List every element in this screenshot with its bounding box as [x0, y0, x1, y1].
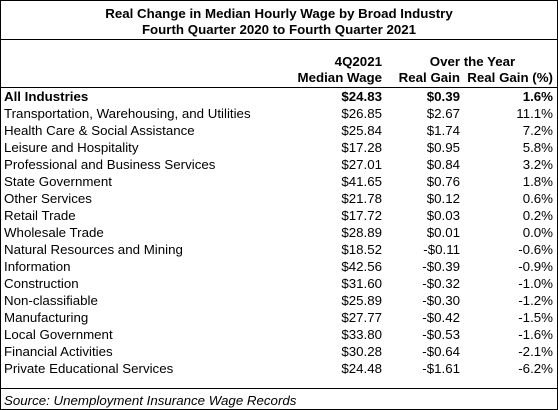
table-row-total: All Industries $24.83 $0.39 1.6% — [1, 88, 557, 105]
real-gain-cell: -$0.32 — [422, 276, 460, 291]
real-gain-cell: $0.39 — [426, 89, 460, 104]
real-gain-pct-cell: 7.2% — [522, 123, 553, 138]
real-gain-cell: -$0.64 — [422, 344, 460, 359]
median-wage-cell: $30.28 — [341, 344, 382, 359]
industry-cell: Natural Resources and Mining — [4, 242, 183, 257]
median-wage-cell: $28.89 — [341, 225, 382, 240]
table-row: Health Care & Social Assistance $25.84 $1.… — [1, 122, 557, 139]
header-real-gain-pct: Real Gain (%) — [467, 70, 553, 85]
table-title: Real Change in Median Hourly Wage by Bro… — [105, 6, 453, 21]
real-gain-pct-cell: -1.5% — [518, 310, 553, 325]
real-gain-pct-cell: -1.2% — [518, 293, 553, 308]
real-gain-cell: $0.12 — [426, 191, 460, 206]
divider-header — [1, 87, 557, 88]
table-subtitle: Fourth Quarter 2020 to Fourth Quarter 20… — [141, 22, 417, 37]
industry-cell: Private Educational Services — [4, 361, 174, 376]
real-gain-pct-cell: -0.6% — [518, 242, 553, 257]
median-wage-cell: $27.01 — [341, 157, 382, 172]
table-row: Non-classifiable $25.89 -$0.30 -1.2% — [1, 292, 557, 309]
table-row: Other Services $21.78 $0.12 0.6% — [1, 190, 557, 207]
industry-cell: State Government — [4, 174, 112, 189]
median-wage-cell: $33.80 — [341, 327, 382, 342]
header-median-wage: Median Wage — [297, 70, 382, 85]
industry-cell: Other Services — [4, 191, 92, 206]
source-note: Source: Unemployment Insurance Wage Reco… — [4, 393, 297, 408]
median-wage-cell: $25.84 — [341, 123, 382, 138]
median-wage-cell: $24.83 — [341, 89, 382, 104]
industry-cell: All Industries — [4, 89, 89, 104]
table-row: Private Educational Services $24.48 -$1.61… — [1, 360, 557, 377]
real-gain-cell: -$1.61 — [422, 361, 460, 376]
real-gain-cell: $0.76 — [426, 174, 460, 189]
industry-cell: Professional and Business Services — [4, 157, 216, 172]
median-wage-cell: $17.72 — [341, 208, 382, 223]
divider-bottom — [1, 388, 557, 389]
real-gain-cell: $0.95 — [426, 140, 460, 155]
median-wage-cell: $17.28 — [341, 140, 382, 155]
real-gain-pct-cell: -2.1% — [518, 344, 553, 359]
real-gain-pct-cell: 1.6% — [522, 89, 553, 104]
header-period: 4Q2021 — [334, 54, 382, 69]
industry-cell: Information — [4, 259, 71, 274]
real-gain-pct-cell: -6.2% — [518, 361, 553, 376]
median-wage-cell: $27.77 — [341, 310, 382, 325]
table-row: Natural Resources and Mining $18.52 -$0.11… — [1, 241, 557, 258]
median-wage-cell: $42.56 — [341, 259, 382, 274]
table-row: Manufacturing $27.77 -$0.42 -1.5% — [1, 309, 557, 326]
real-gain-cell: $0.01 — [426, 225, 460, 240]
table-row: Financial Activities $30.28 -$0.64 -2.1% — [1, 343, 557, 360]
real-gain-pct-cell: 1.8% — [522, 174, 553, 189]
industry-cell: Non-classifiable — [4, 293, 98, 308]
industry-cell: Construction — [4, 276, 79, 291]
table-row: Retail Trade $17.72 $0.03 0.2% — [1, 207, 557, 224]
real-gain-pct-cell: 5.8% — [522, 140, 553, 155]
industry-cell: Transportation, Warehousing, and Utiliti… — [4, 106, 251, 121]
real-gain-cell: -$0.53 — [422, 327, 460, 342]
table-row: Transportation, Warehousing, and Utiliti… — [1, 105, 557, 122]
industry-cell: Local Government — [4, 327, 113, 342]
real-gain-pct-cell: -1.0% — [518, 276, 553, 291]
real-gain-cell: -$0.30 — [422, 293, 460, 308]
industry-cell: Manufacturing — [4, 310, 89, 325]
industry-cell: Financial Activities — [4, 344, 113, 359]
real-gain-cell: $0.03 — [426, 208, 460, 223]
table-row: Leisure and Hospitality $17.28 $0.95 5.8% — [1, 139, 557, 156]
industry-cell: Health Care & Social Assistance — [4, 123, 195, 138]
median-wage-cell: $31.60 — [341, 276, 382, 291]
real-gain-pct-cell: 11.1% — [516, 106, 553, 121]
real-gain-pct-cell: 0.6% — [522, 191, 553, 206]
real-gain-pct-cell: 3.2% — [522, 157, 553, 172]
divider-top — [1, 39, 557, 40]
table-row: Information $42.56 -$0.39 -0.9% — [1, 258, 557, 275]
industry-cell: Wholesale Trade — [4, 225, 104, 240]
real-gain-pct-cell: 0.2% — [522, 208, 553, 223]
industry-cell: Leisure and Hospitality — [4, 140, 139, 155]
table-row: State Government $41.65 $0.76 1.8% — [1, 173, 557, 190]
header-over-the-year: Over the Year — [429, 54, 516, 69]
median-wage-cell: $41.65 — [341, 174, 382, 189]
real-gain-cell: $2.67 — [426, 106, 460, 121]
median-wage-cell: $26.85 — [341, 106, 382, 121]
median-wage-cell: $18.52 — [341, 242, 382, 257]
real-gain-cell: $0.84 — [426, 157, 460, 172]
real-gain-cell: -$0.42 — [422, 310, 460, 325]
table-row: Construction $31.60 -$0.32 -1.0% — [1, 275, 557, 292]
real-gain-pct-cell: 0.0% — [522, 225, 553, 240]
table-row: Wholesale Trade $28.89 $0.01 0.0% — [1, 224, 557, 241]
table-row: Professional and Business Services $27.01… — [1, 156, 557, 173]
real-gain-pct-cell: -0.9% — [518, 259, 553, 274]
median-wage-cell: $24.48 — [341, 361, 382, 376]
real-gain-pct-cell: -1.6% — [518, 327, 553, 342]
median-wage-cell: $21.78 — [341, 191, 382, 206]
real-gain-cell: -$0.11 — [423, 242, 460, 257]
real-gain-cell: $1.74 — [426, 123, 460, 138]
real-gain-cell: -$0.39 — [422, 259, 460, 274]
table-row: Local Government $33.80 -$0.53 -1.6% — [1, 326, 557, 343]
industry-cell: Retail Trade — [4, 208, 76, 223]
header-real-gain: Real Gain — [398, 70, 460, 85]
median-wage-cell: $25.89 — [341, 293, 382, 308]
